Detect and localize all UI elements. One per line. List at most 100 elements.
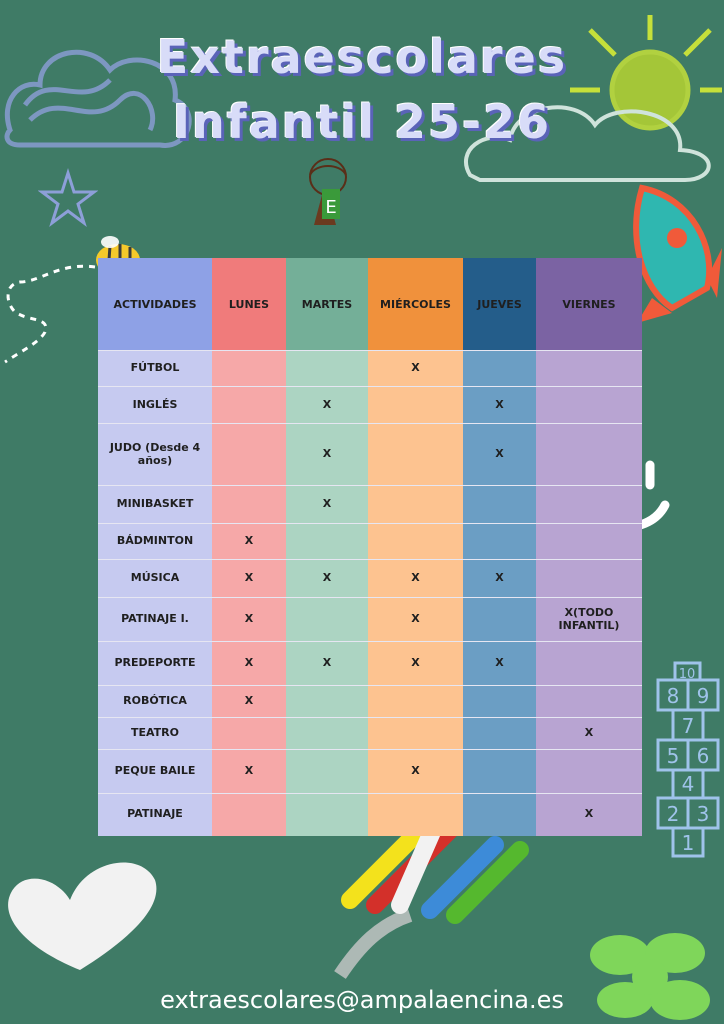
svg-text:E: E bbox=[325, 197, 336, 218]
heart-icon bbox=[8, 862, 157, 970]
schedule-cell bbox=[463, 350, 536, 387]
schedule-cell bbox=[286, 793, 368, 836]
header-miercoles: MIÉRCOLES bbox=[368, 258, 463, 351]
hopscotch-number: 8 bbox=[667, 684, 680, 708]
table-row: JUDO (Desde 4 años) X X bbox=[98, 423, 642, 486]
schedule-cell bbox=[286, 685, 368, 718]
schedule-cell bbox=[463, 749, 536, 794]
table-row: MÚSICA X X X X bbox=[98, 559, 642, 598]
table-row: BÁDMINTON X bbox=[98, 523, 642, 560]
activity-name-cell: FÚTBOL bbox=[98, 350, 212, 387]
schedule-cell: X bbox=[286, 423, 368, 486]
flower-icon bbox=[590, 933, 710, 1020]
schedule-cell: X bbox=[212, 559, 286, 598]
schedule-cell: X bbox=[368, 559, 463, 598]
schedule-cell bbox=[286, 350, 368, 387]
schedule-cell bbox=[368, 386, 463, 424]
schedule-cell bbox=[536, 559, 642, 598]
schedule-cell bbox=[463, 717, 536, 750]
schedule-cell bbox=[463, 793, 536, 836]
schedule-cell bbox=[368, 793, 463, 836]
schedule-cell bbox=[286, 717, 368, 750]
activity-name-cell: PREDEPORTE bbox=[98, 641, 212, 686]
schedule-cell bbox=[536, 485, 642, 524]
schedule-cell bbox=[212, 793, 286, 836]
page-title-line2: Infantil 25-26 bbox=[172, 95, 552, 149]
schedule-cell: X(TODO INFANTIL) bbox=[536, 597, 642, 642]
table-row: PEQUE BAILE X X bbox=[98, 749, 642, 794]
schedule-cell bbox=[368, 485, 463, 524]
sun-doodle bbox=[570, 15, 722, 131]
hopscotch-number: 4 bbox=[682, 772, 695, 796]
schedule-cell: X bbox=[212, 685, 286, 718]
table-row: FÚTBOL X bbox=[98, 350, 642, 387]
schedule-cell bbox=[463, 523, 536, 560]
tree-logo-icon: E bbox=[309, 158, 347, 225]
schedule-cell: X bbox=[368, 350, 463, 387]
schedule-cell bbox=[536, 685, 642, 718]
schedule-cell: X bbox=[463, 559, 536, 598]
schedule-cell bbox=[536, 749, 642, 794]
activity-name-cell: INGLÉS bbox=[98, 386, 212, 424]
schedule-cell: X bbox=[286, 485, 368, 524]
activity-name-cell: JUDO (Desde 4 años) bbox=[98, 423, 212, 486]
schedule-cell: X bbox=[212, 597, 286, 642]
chalk-icon bbox=[334, 816, 529, 979]
table-header-row: ACTIVIDADES LUNES MARTES MIÉRCOLES JUEVE… bbox=[98, 258, 642, 351]
schedule-cell: X bbox=[463, 423, 536, 486]
schedule-cell bbox=[368, 685, 463, 718]
hopscotch-number: 2 bbox=[667, 802, 680, 826]
schedule-cell: X bbox=[286, 386, 368, 424]
table-row: PATINAJE X bbox=[98, 793, 642, 836]
header-viernes: VIERNES bbox=[536, 258, 642, 351]
table-row: INGLÉS X X bbox=[98, 386, 642, 424]
schedule-cell: X bbox=[536, 717, 642, 750]
activity-name-cell: PEQUE BAILE bbox=[98, 749, 212, 794]
header-lunes: LUNES bbox=[212, 258, 286, 351]
table-row: PREDEPORTE X X X X bbox=[98, 641, 642, 686]
schedule-cell bbox=[286, 597, 368, 642]
schedule-cell: X bbox=[463, 641, 536, 686]
schedule-cell bbox=[212, 350, 286, 387]
schedule-cell bbox=[536, 523, 642, 560]
table-row: ROBÓTICA X bbox=[98, 685, 642, 718]
schedule-cell: X bbox=[368, 749, 463, 794]
schedule-cell bbox=[536, 423, 642, 486]
hopscotch-number: 5 bbox=[667, 744, 680, 768]
schedule-cell: X bbox=[536, 793, 642, 836]
schedule-cell: X bbox=[463, 386, 536, 424]
table-row: MINIBASKET X bbox=[98, 485, 642, 524]
header-activities: ACTIVIDADES bbox=[98, 258, 212, 351]
activity-name-cell: ROBÓTICA bbox=[98, 685, 212, 718]
schedule-cell: X bbox=[212, 641, 286, 686]
schedule-cell bbox=[368, 717, 463, 750]
schedule-cell bbox=[212, 485, 286, 524]
star-doodle bbox=[38, 168, 98, 228]
cloud-outline-doodle bbox=[464, 105, 711, 182]
header-martes: MARTES bbox=[286, 258, 368, 351]
schedule-cell bbox=[286, 749, 368, 794]
rocket-icon bbox=[633, 184, 722, 323]
schedule-cell bbox=[463, 597, 536, 642]
schedule-cell bbox=[212, 717, 286, 750]
hopscotch-icon: 10 8 9 7 5 6 4 2 3 1 bbox=[656, 661, 720, 858]
hopscotch-number: 10 bbox=[679, 667, 696, 682]
activity-name-cell: MINIBASKET bbox=[98, 485, 212, 524]
schedule-cell bbox=[463, 485, 536, 524]
contact-email: extraescolares@ampalaencina.es bbox=[160, 986, 564, 1014]
activity-name-cell: TEATRO bbox=[98, 717, 212, 750]
hopscotch-number: 7 bbox=[682, 714, 695, 738]
schedule-cell: X bbox=[368, 641, 463, 686]
cloud-doodle bbox=[4, 49, 192, 148]
schedule-cell bbox=[536, 350, 642, 387]
schedule-cell bbox=[463, 685, 536, 718]
table-row: PATINAJE I. X X X(TODO INFANTIL) bbox=[98, 597, 642, 642]
activity-name-cell: BÁDMINTON bbox=[98, 523, 212, 560]
schedule-cell bbox=[368, 523, 463, 560]
table-row: TEATRO X bbox=[98, 717, 642, 750]
schedule-cell bbox=[212, 386, 286, 424]
activity-name-cell: PATINAJE bbox=[98, 793, 212, 836]
schedule-cell bbox=[286, 523, 368, 560]
activity-name-cell: MÚSICA bbox=[98, 559, 212, 598]
schedule-cell bbox=[536, 641, 642, 686]
